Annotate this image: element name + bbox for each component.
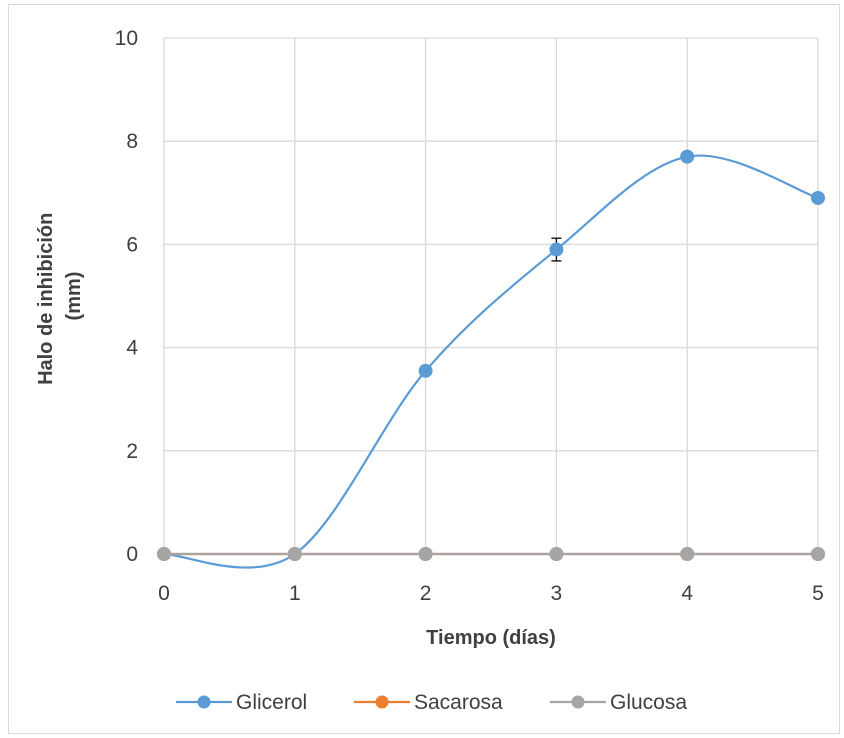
y-axis-title-line-1: Halo de inhibición <box>35 213 57 385</box>
data-point-glucosa <box>811 547 825 561</box>
y-tick-label: 10 <box>115 27 138 50</box>
x-tick-label: 0 <box>158 582 170 605</box>
legend-marker-glicerol <box>197 695 211 709</box>
legend-item-glucosa: Glucosa <box>550 691 687 714</box>
y-axis-title-line-2: (mm) <box>63 272 85 321</box>
legend: Glicerol Sacarosa Glucosa <box>176 691 687 714</box>
gridlines <box>163 37 819 555</box>
legend-label-sacarosa: Sacarosa <box>414 691 503 714</box>
tick-labels: 0 2 4 6 8 10 0 1 2 3 4 5 <box>115 27 824 605</box>
legend-label-glicerol: Glicerol <box>236 691 307 714</box>
x-axis-title: Tiempo (días) <box>426 627 556 649</box>
y-tick-label: 8 <box>126 130 138 153</box>
data-point-glicerol <box>811 190 825 205</box>
legend-item-sacarosa: Sacarosa <box>354 691 503 714</box>
x-tick-label: 2 <box>420 582 432 605</box>
data-point-glucosa <box>680 547 695 561</box>
y-tick-label: 4 <box>126 337 138 360</box>
series-lines <box>157 149 825 569</box>
y-tick-label: 2 <box>126 440 138 463</box>
x-tick-label: 4 <box>681 582 693 605</box>
y-axis-title: Halo de inhibición (mm) <box>35 207 85 385</box>
data-point-glicerol <box>549 242 564 257</box>
x-tick-label: 1 <box>289 582 301 605</box>
y-tick-label: 6 <box>126 233 138 256</box>
legend-item-glicerol: Glicerol <box>176 691 307 714</box>
x-tick-label: 5 <box>812 582 824 605</box>
legend-marker-sacarosa <box>375 695 389 709</box>
chart-frame <box>8 4 840 734</box>
legend-marker-glucosa <box>571 695 585 709</box>
data-point-glicerol <box>680 149 695 164</box>
legend-label-glucosa: Glucosa <box>610 691 687 714</box>
x-tick-label: 3 <box>551 582 563 605</box>
series-line-glicerol <box>163 154 819 569</box>
y-tick-label: 0 <box>126 543 138 566</box>
data-point-glucosa <box>157 547 171 561</box>
data-point-glucosa <box>418 547 433 561</box>
data-point-glicerol <box>418 363 433 378</box>
data-point-glucosa <box>287 547 302 561</box>
data-point-glucosa <box>549 547 564 561</box>
